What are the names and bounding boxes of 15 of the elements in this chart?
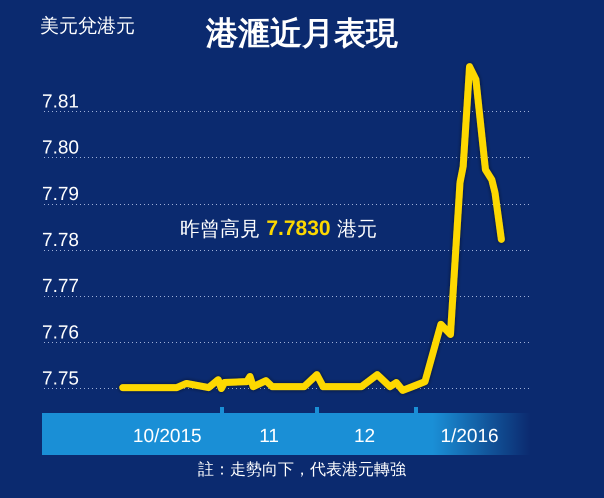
x-tick-label: 1/2016 — [440, 426, 499, 447]
y-axis-title: 美元兌港元 — [40, 15, 135, 37]
y-tick-label: 7.81 — [42, 91, 79, 112]
x-tick-label: 10/2015 — [132, 426, 202, 447]
x-tick-label: 11 — [259, 426, 279, 447]
y-tick-label: 7.75 — [42, 368, 79, 390]
y-tick-label: 7.78 — [42, 230, 79, 251]
y-tick-label: 7.76 — [42, 322, 79, 344]
annotation: 昨曾高見 7.7830 港元 — [180, 216, 377, 240]
x-tick-label: 12 — [354, 426, 376, 447]
y-tick-label: 7.77 — [42, 276, 79, 298]
y-tick-label: 7.79 — [42, 184, 79, 205]
text: 註：走勢向下，代表港元轉強 — [198, 460, 406, 478]
y-tick-label: 7.80 — [42, 138, 79, 159]
chart-title: 港滙近月表現 — [205, 14, 398, 52]
